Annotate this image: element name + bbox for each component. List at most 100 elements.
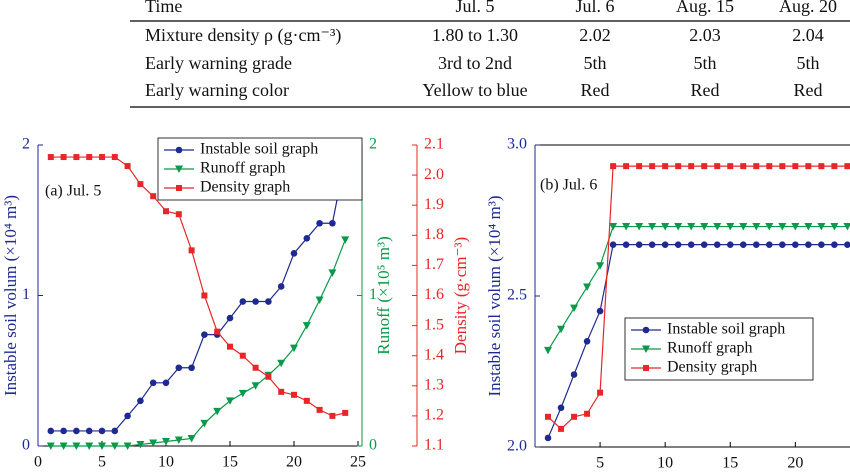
data-point	[752, 223, 761, 231]
data-point	[648, 223, 657, 231]
data-point	[752, 241, 760, 248]
data-point	[162, 379, 170, 387]
y3-tick-label: 1.5	[424, 316, 444, 333]
data-point	[635, 241, 643, 248]
data-point	[60, 154, 67, 161]
table-cell: 1.80 to 1.30	[432, 25, 518, 45]
data-point	[818, 163, 825, 170]
data-point	[831, 241, 838, 248]
legend-label: Instable soil graph	[667, 321, 785, 338]
data-point	[622, 223, 631, 231]
data-point	[779, 163, 786, 170]
data-point	[290, 344, 298, 353]
table-cell: Jul. 5	[455, 0, 494, 16]
data-point	[844, 241, 850, 248]
table-cell: Time	[145, 0, 182, 16]
table-cell: Early warning color	[145, 80, 289, 100]
data-point	[700, 241, 708, 248]
data-point	[290, 250, 298, 257]
data-point	[302, 322, 311, 330]
data-point	[342, 409, 349, 416]
data-point	[818, 241, 825, 248]
data-point	[583, 283, 592, 291]
data-point	[726, 241, 734, 248]
y2-tick-label: 0	[369, 437, 377, 454]
data-point	[792, 163, 799, 170]
data-point	[662, 163, 669, 170]
y3-tick-label: 1.2	[424, 407, 444, 424]
data-point	[99, 154, 105, 161]
data-point	[661, 241, 669, 248]
data-point	[226, 314, 234, 322]
data-point	[597, 389, 604, 396]
y3-axis-label: Density (g·cm⁻³)	[451, 237, 470, 354]
legend-label: Instable soil graph	[200, 141, 318, 158]
data-point	[831, 163, 838, 170]
data-point	[570, 371, 578, 378]
y3-tick-label: 2.0	[424, 166, 444, 183]
data-point	[98, 427, 106, 435]
data-point	[609, 241, 617, 248]
data-point	[85, 442, 94, 450]
legend-marker	[643, 365, 649, 371]
legend-marker	[176, 185, 182, 191]
data-point	[239, 352, 246, 359]
data-point	[674, 223, 683, 231]
data-point	[830, 223, 839, 231]
data-point	[688, 163, 695, 170]
data-point	[341, 236, 350, 244]
y2-tick-label: 1	[369, 286, 377, 303]
data-point	[227, 343, 233, 350]
data-point	[188, 247, 195, 254]
data-point	[111, 154, 118, 161]
data-point	[316, 406, 323, 413]
data-point	[687, 241, 695, 248]
y-tick-label: 2.5	[507, 287, 527, 304]
data-point	[315, 296, 324, 305]
table-cell: Red	[581, 80, 610, 100]
data-point	[73, 154, 80, 161]
y2-tick-label: 2	[369, 136, 377, 153]
data-point	[201, 331, 208, 338]
data-point	[303, 235, 311, 242]
x-tick-label: 5	[98, 454, 106, 471]
data-point	[753, 163, 760, 170]
y-axis-label: Instable soil volum (×10⁴ m³)	[485, 196, 504, 397]
data-point	[843, 223, 850, 231]
data-point	[596, 307, 604, 315]
y-tick-label: 3.0	[507, 136, 527, 153]
y-tick-label: 2.0	[507, 438, 527, 455]
table-cell: 5th	[796, 53, 819, 73]
data-point	[674, 241, 682, 248]
data-point	[700, 223, 709, 231]
data-point	[110, 442, 119, 450]
table-cell: Early warning grade	[145, 53, 292, 73]
data-point	[739, 223, 748, 231]
data-point	[739, 241, 747, 248]
data-point	[252, 364, 259, 371]
data-point	[570, 304, 579, 313]
data-point	[124, 163, 131, 170]
data-point	[213, 407, 222, 416]
data-point	[329, 412, 336, 419]
table-cell: 5th	[583, 53, 606, 73]
data-point	[187, 434, 196, 443]
data-point	[200, 419, 209, 428]
data-point	[201, 292, 208, 299]
series-line	[547, 165, 848, 430]
data-point	[175, 211, 182, 218]
legend-label: Density graph	[667, 359, 757, 376]
data-point	[149, 379, 157, 387]
data-point	[544, 346, 553, 355]
data-point	[648, 241, 656, 248]
data-point	[174, 436, 183, 444]
data-point	[303, 397, 310, 404]
data-point	[623, 163, 630, 170]
x-tick-label: 5	[596, 455, 604, 472]
table-cell: Aug. 20	[779, 0, 837, 16]
data-point	[661, 223, 670, 231]
data-point	[149, 439, 158, 447]
x-tick-label: 0	[34, 454, 42, 471]
data-point	[137, 181, 144, 188]
y3-tick-label: 1.1	[424, 437, 444, 454]
